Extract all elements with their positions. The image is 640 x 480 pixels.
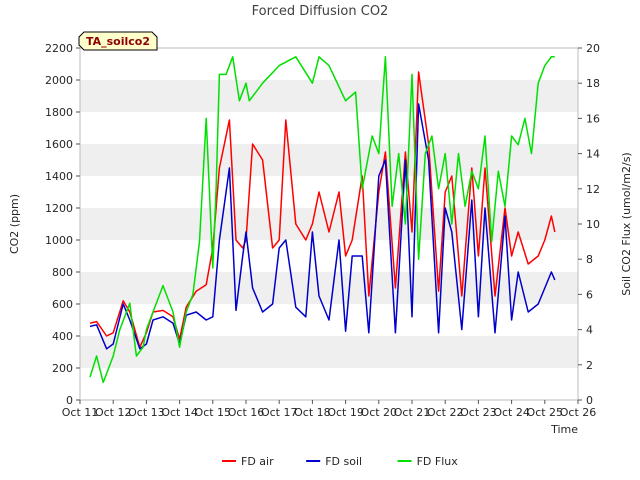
x-tick-label: Oct 11 [62, 406, 99, 419]
y-right-tick-label: 6 [586, 288, 593, 301]
y-right-tick-label: 20 [586, 42, 600, 55]
y-left-tick-label: 1000 [45, 234, 73, 247]
y-left-tick-label: 1800 [45, 106, 73, 119]
x-tick-label: Oct 22 [427, 406, 464, 419]
series-line-fd-soil [89, 103, 556, 350]
y-right-tick-label: 10 [586, 218, 600, 231]
y-left-tick-label: 0 [66, 394, 73, 407]
y-left-tick-label: 2200 [45, 42, 73, 55]
x-axis-title: Time [550, 423, 578, 436]
y-left-tick-label: 2000 [45, 74, 73, 87]
y-axis-right-title: Soil CO2 Flux (umol/m2/s) [620, 152, 633, 295]
x-tick-label: Oct 12 [95, 406, 132, 419]
x-tick-label: Oct 19 [327, 406, 364, 419]
grid-band [80, 144, 578, 176]
grid-band [80, 272, 578, 304]
series-line-fd-air [89, 71, 556, 348]
y-left-tick-label: 800 [52, 266, 73, 279]
y-right-tick-label: 8 [586, 253, 593, 266]
y-right-tick-label: 0 [586, 394, 593, 407]
grid-band [80, 336, 578, 368]
y-right-tick-label: 2 [586, 359, 593, 372]
y-right-tick-label: 18 [586, 77, 600, 90]
series-layer [89, 56, 556, 384]
x-tick-label: Oct 16 [228, 406, 265, 419]
x-tick-label: Oct 15 [195, 406, 232, 419]
y-left-tick-label: 600 [52, 298, 73, 311]
x-tick-label: Oct 18 [294, 406, 331, 419]
x-tick-label: Oct 21 [394, 406, 431, 419]
site-label: TA_soilco2 [86, 35, 150, 48]
y-axis-left: 0 200 400 600 800 1000 1200 1400 1600 1800 2000 220… [45, 42, 80, 407]
y-left-tick-label: 400 [52, 330, 73, 343]
y-right-tick-label: 16 [586, 112, 600, 125]
y-left-tick-label: 1600 [45, 138, 73, 151]
y-left-tick-label: 1200 [45, 202, 73, 215]
legend-label: FD Flux [417, 455, 459, 468]
legend: FD air FD soil FD Flux [222, 455, 458, 468]
x-tick-label: Oct 24 [493, 406, 530, 419]
site-label-box: TA_soilco2 [78, 31, 158, 51]
chart-title: Forced Diffusion CO2 [252, 4, 389, 19]
x-tick-label: Oct 17 [261, 406, 298, 419]
y-axis-right: 0 2 4 6 8 10 12 14 16 18 20 [578, 42, 600, 407]
x-tick-label: Oct 25 [527, 406, 564, 419]
y-right-tick-label: 12 [586, 183, 600, 196]
x-tick-label: Oct 26 [560, 406, 597, 419]
x-tick-label: Oct 14 [161, 406, 198, 419]
legend-label: FD soil [325, 455, 362, 468]
y-right-tick-label: 4 [586, 324, 593, 337]
y-right-tick-label: 14 [586, 148, 600, 161]
y-axis-left-title: CO2 (ppm) [8, 194, 21, 254]
y-left-tick-label: 200 [52, 362, 73, 375]
series-line-fd-flux [89, 56, 555, 384]
grid-band [80, 80, 578, 112]
y-left-tick-label: 1400 [45, 170, 73, 183]
x-tick-label: Oct 13 [128, 406, 165, 419]
legend-label: FD air [241, 455, 274, 468]
x-tick-label: Oct 20 [361, 406, 398, 419]
x-tick-label: Oct 23 [460, 406, 497, 419]
